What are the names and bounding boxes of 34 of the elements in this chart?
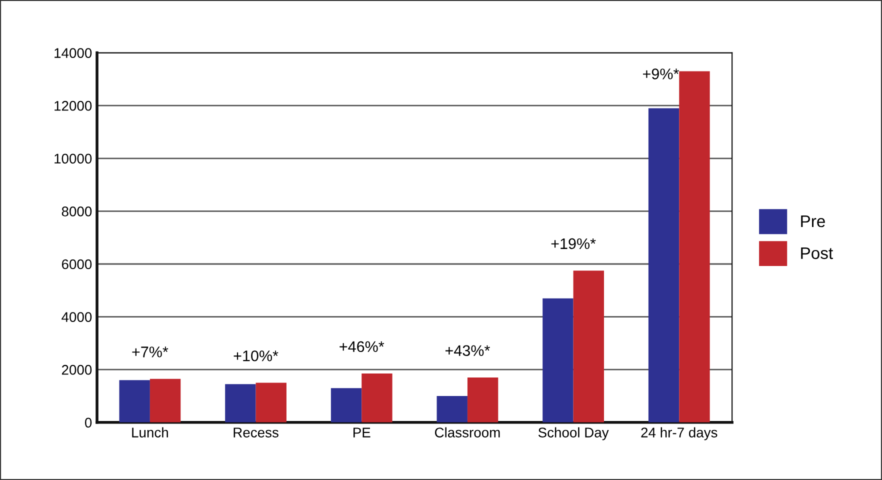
y-tick-label: 6000 <box>62 259 92 270</box>
bar <box>330 388 362 422</box>
y-tick-label: 4000 <box>62 312 92 322</box>
annotation: +7%* <box>132 346 168 358</box>
bar <box>467 378 498 422</box>
y-tick-label: 12000 <box>54 100 92 111</box>
bar <box>362 374 392 422</box>
y-tick-label: 8000 <box>62 206 92 216</box>
legend-label: Post <box>801 247 833 260</box>
bar <box>119 380 150 422</box>
bar <box>542 298 574 422</box>
annotation: +9%* <box>642 68 679 80</box>
x-tick-label: Recess <box>234 428 278 438</box>
y-tick-label: 2000 <box>62 364 92 375</box>
y-tick-label: 10000 <box>54 154 92 164</box>
annotation: +46%* <box>340 341 384 352</box>
legend-label: Pre <box>801 216 825 228</box>
y-tick-label: 14000 <box>54 48 92 58</box>
annotation: +43%* <box>445 345 490 356</box>
x-tick-label: PE <box>353 428 370 438</box>
bar <box>573 270 604 422</box>
x-tick-label: Classroom <box>434 427 500 438</box>
x-tick-label: Lunch <box>132 427 168 438</box>
x-tick-label: School Day <box>538 427 609 440</box>
y-tick-label: 0 <box>84 418 92 428</box>
bar <box>648 108 680 422</box>
bar <box>150 378 181 422</box>
annotation: +10%* <box>234 350 278 362</box>
x-tick-label: 24 hr-7 days <box>641 427 718 440</box>
bar <box>679 71 710 422</box>
bar <box>256 382 286 422</box>
bar <box>225 384 256 422</box>
bar <box>436 396 468 422</box>
annotation: +19%* <box>551 238 596 250</box>
